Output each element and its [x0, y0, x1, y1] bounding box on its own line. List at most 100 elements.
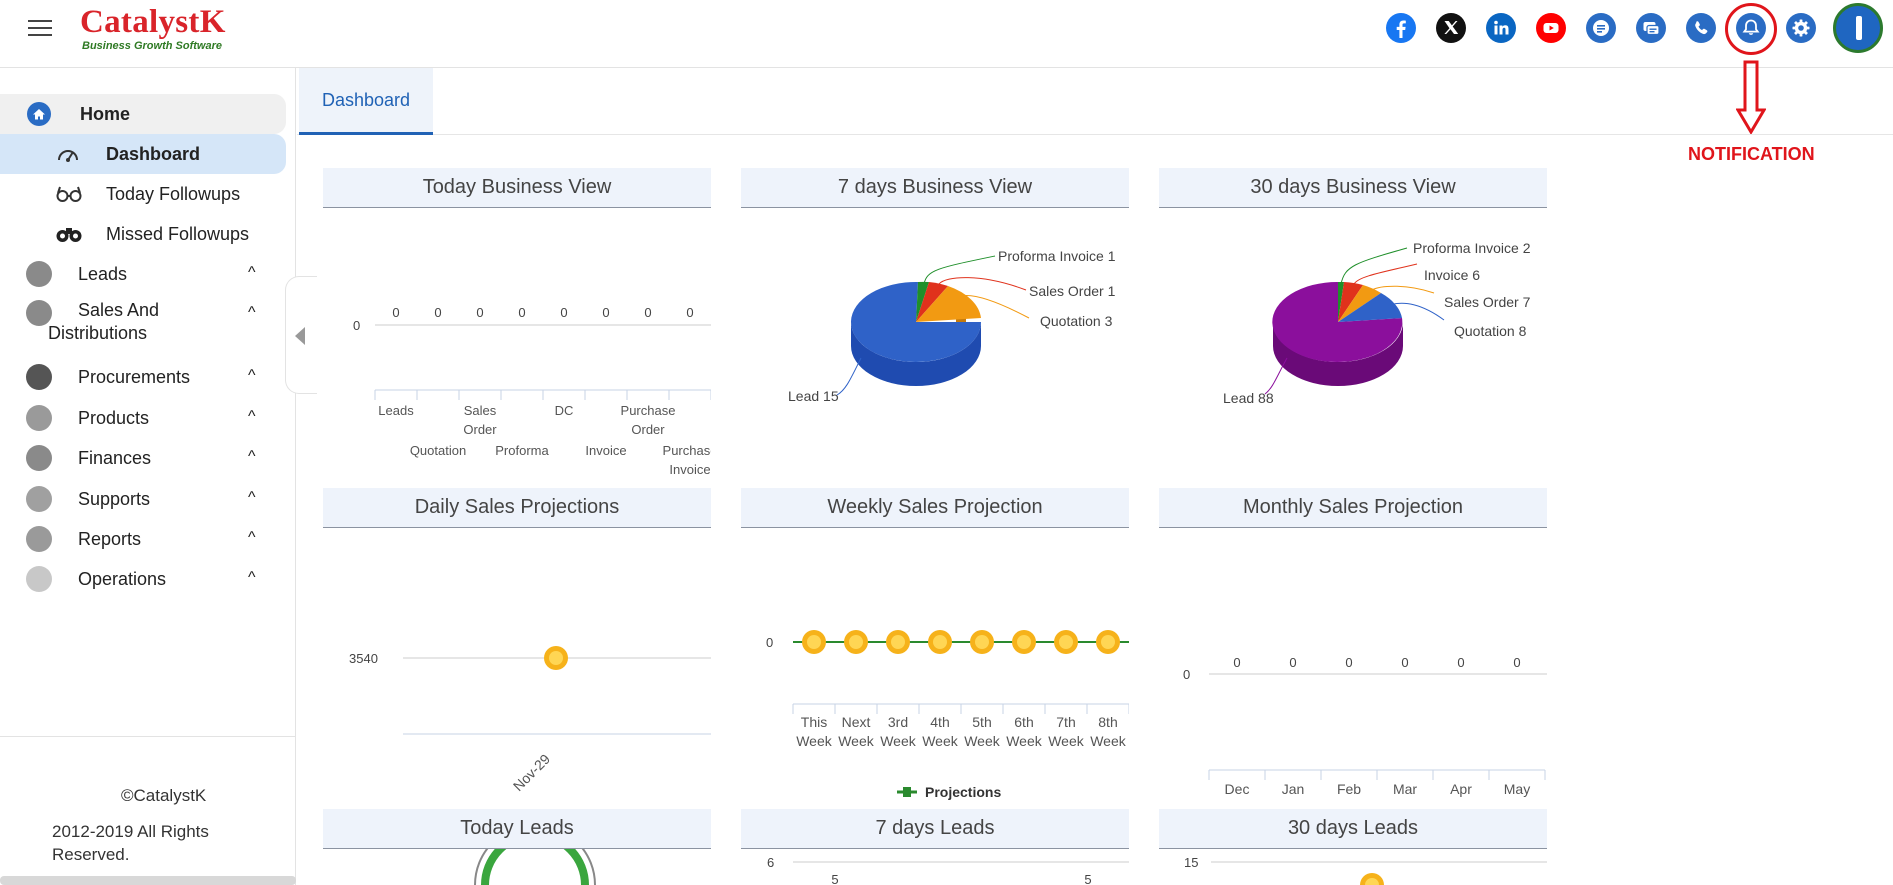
sidebar-divider [0, 736, 296, 737]
sidebar-item-reports[interactable]: Reports ^ [0, 519, 286, 559]
pie-label-sales-order: Sales Order 1 [1029, 283, 1116, 299]
x-tick-labels: This Week Next Week 3rd Week 4th Week 5th Wee… [796, 714, 1127, 749]
7-days-business-pie-chart: Proforma Invoice 1 Sales Order 1 Quotati… [788, 248, 1116, 404]
user-avatar[interactable] [1833, 3, 1883, 53]
sidebar-item-label: Missed Followups [106, 223, 250, 244]
phone-icon[interactable] [1685, 12, 1717, 44]
x-tick-labels: Leads Quotation Sales Order Proforma DC I… [378, 403, 711, 477]
pie-label-lead: Lead 88 [1223, 390, 1274, 406]
x-tick-label: Invoice [669, 462, 710, 477]
support-icon [26, 486, 52, 512]
pie-label-quotation: Quotation 3 [1040, 313, 1113, 329]
top-bar: CatalystK Business Growth Software [0, 0, 1893, 68]
x-tick-label: Leads [378, 403, 414, 418]
sidebar-item-sales-and-distributions[interactable]: Sales And Distributions ^ [0, 294, 286, 354]
pie-slice-quotation [1338, 293, 1402, 322]
rights-line-1: 2012-2019 All Rights [52, 822, 209, 841]
notification-highlight-ring [1725, 3, 1777, 55]
chevron-up-icon: ^ [248, 264, 256, 281]
card-30-days-leads: 30 days Leads 15 [1159, 809, 1547, 885]
sidebar-item-label: Leads [78, 263, 128, 284]
facebook-icon[interactable] [1385, 12, 1417, 44]
x-tick-label: Sales [464, 403, 497, 418]
settings-gear-icon[interactable] [1785, 12, 1817, 44]
x-tick-label: Order [631, 422, 665, 437]
sidebar-item-label: Finances [78, 447, 152, 468]
sidebar-item-operations[interactable]: Operations ^ [0, 559, 286, 599]
sidebar-item-missed-followups[interactable]: Missed Followups [0, 214, 286, 254]
glasses-icon [56, 186, 82, 202]
x-tick-label: 8th [1098, 714, 1117, 730]
logo-subtitle: Business Growth Software [82, 40, 222, 52]
pie-label-sales-order: Sales Order 7 [1444, 294, 1531, 310]
sidebar-item-label-line2: Distributions [48, 323, 148, 343]
register-icon [26, 364, 52, 390]
notification-label: NOTIFICATION [1688, 144, 1815, 164]
logo-title: CatalystK [80, 4, 226, 40]
pie-slice-lead [1272, 281, 1403, 362]
card-title: Daily Sales Projections [323, 488, 711, 528]
sidebar-item-home[interactable]: Home [0, 94, 286, 134]
sidebar: Home Dashboard Today Followups Missed Fo… [0, 68, 317, 885]
youtube-icon[interactable] [1535, 12, 1567, 44]
rights-text: 2012-2019 All Rights Reserved. [52, 820, 209, 866]
today-leads-gauge [474, 849, 596, 885]
pie-connectors [836, 255, 1030, 396]
pie-label-quotation: Quotation 8 [1454, 323, 1527, 339]
pie-slice-proforma [1338, 281, 1344, 322]
x-tick-label: Proforma [495, 443, 549, 458]
x-twitter-icon[interactable] [1435, 12, 1467, 44]
data-label: 5 [1084, 872, 1091, 885]
pie-label-lead: Lead 15 [788, 388, 839, 404]
x-axis-ticks [374, 390, 711, 400]
binoculars-icon [56, 228, 82, 242]
card-title: Today Business View [323, 168, 711, 208]
card-today-leads: Today Leads [323, 809, 711, 885]
x-tick-label: Week [1048, 733, 1085, 749]
sun-markers [802, 630, 1120, 654]
notification-arrow-icon [1736, 60, 1766, 134]
linkedin-icon[interactable] [1485, 12, 1517, 44]
sidebar-item-label: Procurements [78, 366, 191, 387]
card-7-days-leads: 7 days Leads 6 5 5 [741, 809, 1129, 885]
sidebar-item-label: Today Followups [106, 183, 241, 204]
sidebar-item-today-followups[interactable]: Today Followups [0, 174, 286, 214]
x-tick-label: 7th [1056, 714, 1075, 730]
sidebar-item-products[interactable]: Products ^ [0, 398, 286, 438]
data-label: 0 [1289, 655, 1296, 670]
card-title: Today Leads [323, 809, 711, 849]
data-label: 0 [1401, 655, 1408, 670]
sidebar-item-label: Dashboard [106, 143, 201, 164]
data-label: 0 [560, 305, 567, 320]
sidebar-item-procurements[interactable]: Procurements ^ [0, 357, 286, 397]
7-days-leads-chart: 6 5 5 [767, 855, 1129, 885]
sidebar-collapse-toggle[interactable] [285, 276, 317, 394]
sidebar-item-dashboard[interactable]: Dashboard [0, 134, 286, 174]
logo[interactable]: CatalystK Business Growth Software [80, 4, 226, 52]
sidebar-item-label: Sales And [78, 300, 160, 320]
x-tick-label: Week [922, 733, 959, 749]
sidebar-item-finances[interactable]: Finances ^ [0, 438, 286, 478]
hamburger-menu-icon[interactable] [28, 20, 52, 38]
30-days-leads-chart: 15 [1184, 855, 1547, 885]
tab-bar: Dashboard [297, 68, 1893, 135]
pie-slice-sales-order [916, 282, 948, 322]
horizontal-scrollbar[interactable] [0, 876, 296, 885]
x-tick-label: Dec [1225, 781, 1250, 797]
sidebar-item-label: Products [78, 407, 150, 428]
sun-marker [1360, 873, 1384, 885]
web-chat-icon[interactable] [1585, 12, 1617, 44]
data-label: 0 [392, 305, 399, 320]
pie-connectors [1264, 247, 1445, 395]
legend-label: Projections [925, 784, 1001, 800]
people-icon [26, 261, 52, 287]
card-title: 7 days Business View [741, 168, 1129, 208]
card-title: 7 days Leads [741, 809, 1129, 849]
x-tick-label: DC [555, 403, 574, 418]
sidebar-item-leads[interactable]: Leads ^ [0, 254, 286, 294]
sidebar-item-supports[interactable]: Supports ^ [0, 479, 286, 519]
tab-dashboard[interactable]: Dashboard [299, 68, 433, 135]
bank-icon [26, 445, 52, 471]
data-label: 0 [476, 305, 483, 320]
message-icon[interactable] [1635, 12, 1667, 44]
